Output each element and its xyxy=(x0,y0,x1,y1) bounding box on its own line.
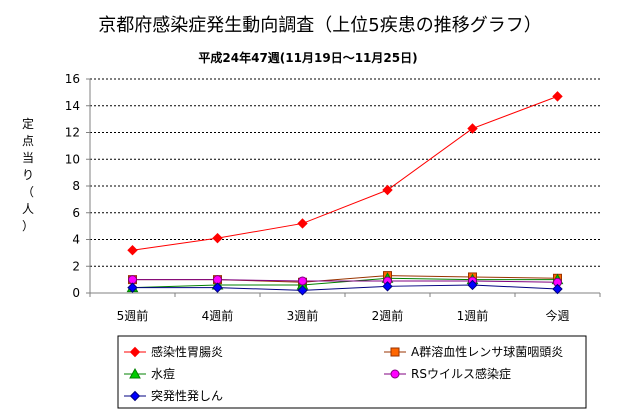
y-tick-label: 10 xyxy=(65,152,80,166)
legend-entry: RSウイルス感染症 xyxy=(384,366,511,381)
legend-entry: A群溶血性レンサ球菌咽頭炎 xyxy=(384,344,563,359)
y-tick-label: 16 xyxy=(65,72,80,86)
data-point xyxy=(297,285,308,296)
y-tick-label: 6 xyxy=(72,206,80,220)
legend-marker xyxy=(129,367,141,379)
data-point xyxy=(298,276,307,286)
y-tick-label: 14 xyxy=(65,99,80,113)
legend-entry: 感染性胃腸炎 xyxy=(124,344,223,359)
y-axis-label-char: ） xyxy=(22,219,34,233)
series-line xyxy=(132,279,558,283)
y-axis-label-char: 点 xyxy=(22,134,34,148)
legend-label: RSウイルス感染症 xyxy=(411,366,511,381)
x-tick-label: 2週前 xyxy=(372,308,404,323)
y-tick-label: 2 xyxy=(72,259,80,273)
legend-marker xyxy=(390,369,400,379)
data-point xyxy=(212,232,223,244)
legend-label: 突発性発しん xyxy=(151,388,223,403)
x-tick-label: 3週前 xyxy=(287,308,319,323)
series-line xyxy=(132,95,558,251)
series-group xyxy=(127,279,563,296)
data-point xyxy=(467,123,478,134)
series-group xyxy=(126,272,564,293)
y-tick-label: 4 xyxy=(72,233,80,247)
y-axis-label-char: 定 xyxy=(22,116,34,131)
plot-series xyxy=(126,91,564,296)
x-tick-label: 4週前 xyxy=(202,308,234,323)
y-tick-label: 0 xyxy=(72,286,80,300)
x-axis-ticks: 5週前 4週前 3週前 2週前 1週前 今週 xyxy=(117,308,570,323)
legend-entry: 水痘 xyxy=(124,366,175,381)
y-axis-ticks: 0 2 4 6 8 10 12 14 16 xyxy=(65,72,80,300)
series-group xyxy=(127,91,563,256)
y-axis-label-char: （ xyxy=(22,185,34,199)
y-tick-label: 12 xyxy=(65,126,80,140)
chart-title: 京都府感染症発生動向調査（上位5疾患の推移グラフ） xyxy=(98,15,541,36)
series-line xyxy=(132,284,558,291)
legend-label: 感染性胃腸炎 xyxy=(151,344,223,359)
legend-label: A群溶血性レンサ球菌咽頭炎 xyxy=(411,344,563,359)
data-point xyxy=(467,279,478,291)
legend-marker xyxy=(129,390,141,402)
gridlines xyxy=(90,78,600,267)
chart-subtitle: 平成24年47週(11月19日～11月25日) xyxy=(198,50,417,65)
axes xyxy=(86,78,601,297)
x-tick-label: 5週前 xyxy=(117,308,149,323)
data-point xyxy=(212,282,223,293)
legend-label: 水痘 xyxy=(151,366,175,381)
data-point xyxy=(127,282,138,293)
y-axis-label-char: り xyxy=(22,168,34,182)
data-point xyxy=(382,184,393,196)
data-point xyxy=(552,91,563,102)
data-point xyxy=(127,244,138,256)
legend-box xyxy=(117,335,587,409)
data-point xyxy=(213,275,222,285)
series-group xyxy=(128,271,562,287)
data-point xyxy=(552,283,563,295)
y-axis-label-char: 当 xyxy=(22,151,34,165)
legend-marker xyxy=(129,346,141,358)
y-axis-label-char: 人 xyxy=(22,202,34,216)
series-line xyxy=(132,277,558,289)
y-tick-label: 8 xyxy=(72,179,80,193)
data-point xyxy=(382,281,393,292)
legend-entry: 突発性発しん xyxy=(124,388,223,403)
x-tick-label: 1週前 xyxy=(457,308,489,323)
legend-marker xyxy=(390,347,400,357)
data-point xyxy=(297,218,308,229)
x-tick-label: 今週 xyxy=(545,308,569,323)
data-point xyxy=(128,275,137,285)
